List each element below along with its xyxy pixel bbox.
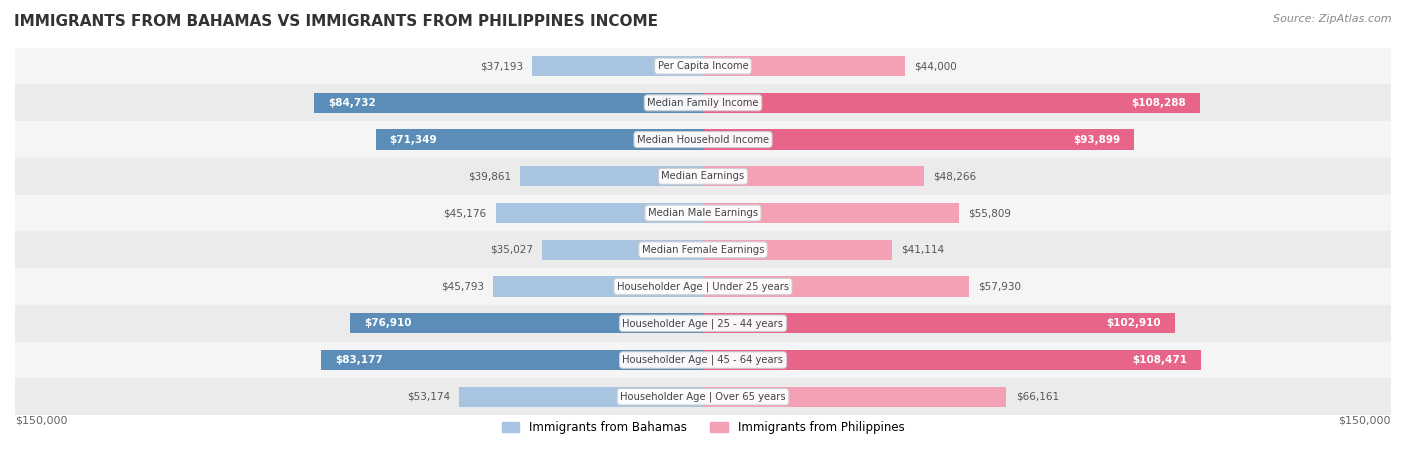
Bar	[322, 350, 703, 370]
Bar	[703, 350, 1201, 370]
Text: $150,000: $150,000	[1339, 415, 1391, 425]
Text: Median Family Income: Median Family Income	[647, 98, 759, 108]
Text: Median Earnings: Median Earnings	[661, 171, 745, 181]
Text: $102,910: $102,910	[1107, 318, 1161, 328]
Text: Median Female Earnings: Median Female Earnings	[641, 245, 765, 255]
Bar	[703, 56, 905, 76]
Bar	[15, 121, 1391, 158]
Text: Householder Age | Under 25 years: Householder Age | Under 25 years	[617, 281, 789, 292]
Text: $57,930: $57,930	[979, 282, 1021, 291]
Bar	[15, 305, 1391, 342]
Text: $45,793: $45,793	[440, 282, 484, 291]
Text: Median Male Earnings: Median Male Earnings	[648, 208, 758, 218]
Text: $55,809: $55,809	[969, 208, 1011, 218]
Bar	[703, 276, 969, 297]
Bar	[15, 378, 1391, 415]
Text: $44,000: $44,000	[914, 61, 956, 71]
Text: Median Household Income: Median Household Income	[637, 134, 769, 145]
Text: $76,910: $76,910	[364, 318, 412, 328]
Bar	[15, 342, 1391, 378]
Bar	[533, 56, 703, 76]
Text: Householder Age | 25 - 44 years: Householder Age | 25 - 44 years	[623, 318, 783, 328]
Text: $48,266: $48,266	[934, 171, 977, 181]
Bar	[15, 232, 1391, 268]
Text: $41,114: $41,114	[901, 245, 943, 255]
Bar	[15, 268, 1391, 305]
Bar	[496, 203, 703, 223]
Bar	[375, 129, 703, 149]
Text: Source: ZipAtlas.com: Source: ZipAtlas.com	[1274, 14, 1392, 24]
Bar	[703, 313, 1175, 333]
Bar	[703, 203, 959, 223]
Text: $35,027: $35,027	[491, 245, 533, 255]
Text: IMMIGRANTS FROM BAHAMAS VS IMMIGRANTS FROM PHILIPPINES INCOME: IMMIGRANTS FROM BAHAMAS VS IMMIGRANTS FR…	[14, 14, 658, 29]
Text: Householder Age | Over 65 years: Householder Age | Over 65 years	[620, 391, 786, 402]
Text: $37,193: $37,193	[479, 61, 523, 71]
Text: $53,174: $53,174	[406, 392, 450, 402]
Text: Per Capita Income: Per Capita Income	[658, 61, 748, 71]
Text: $108,471: $108,471	[1132, 355, 1187, 365]
Bar	[543, 240, 703, 260]
Bar	[15, 158, 1391, 195]
Bar	[703, 166, 924, 186]
Text: $45,176: $45,176	[443, 208, 486, 218]
Bar	[703, 240, 891, 260]
Bar	[350, 313, 703, 333]
Bar	[460, 387, 703, 407]
Text: $71,349: $71,349	[389, 134, 437, 145]
Bar	[15, 195, 1391, 232]
Bar	[15, 48, 1391, 85]
Text: $83,177: $83,177	[335, 355, 382, 365]
Text: $66,161: $66,161	[1015, 392, 1059, 402]
Bar	[703, 387, 1007, 407]
Text: $150,000: $150,000	[15, 415, 67, 425]
Bar	[315, 93, 703, 113]
Bar	[703, 129, 1133, 149]
Bar	[703, 93, 1199, 113]
Legend: Immigrants from Bahamas, Immigrants from Philippines: Immigrants from Bahamas, Immigrants from…	[496, 416, 910, 439]
Text: $93,899: $93,899	[1073, 134, 1121, 145]
Text: $39,861: $39,861	[468, 171, 510, 181]
Bar	[520, 166, 703, 186]
Text: $84,732: $84,732	[328, 98, 375, 108]
Text: $108,288: $108,288	[1132, 98, 1185, 108]
Bar	[494, 276, 703, 297]
Bar	[15, 85, 1391, 121]
Text: Householder Age | 45 - 64 years: Householder Age | 45 - 64 years	[623, 355, 783, 365]
